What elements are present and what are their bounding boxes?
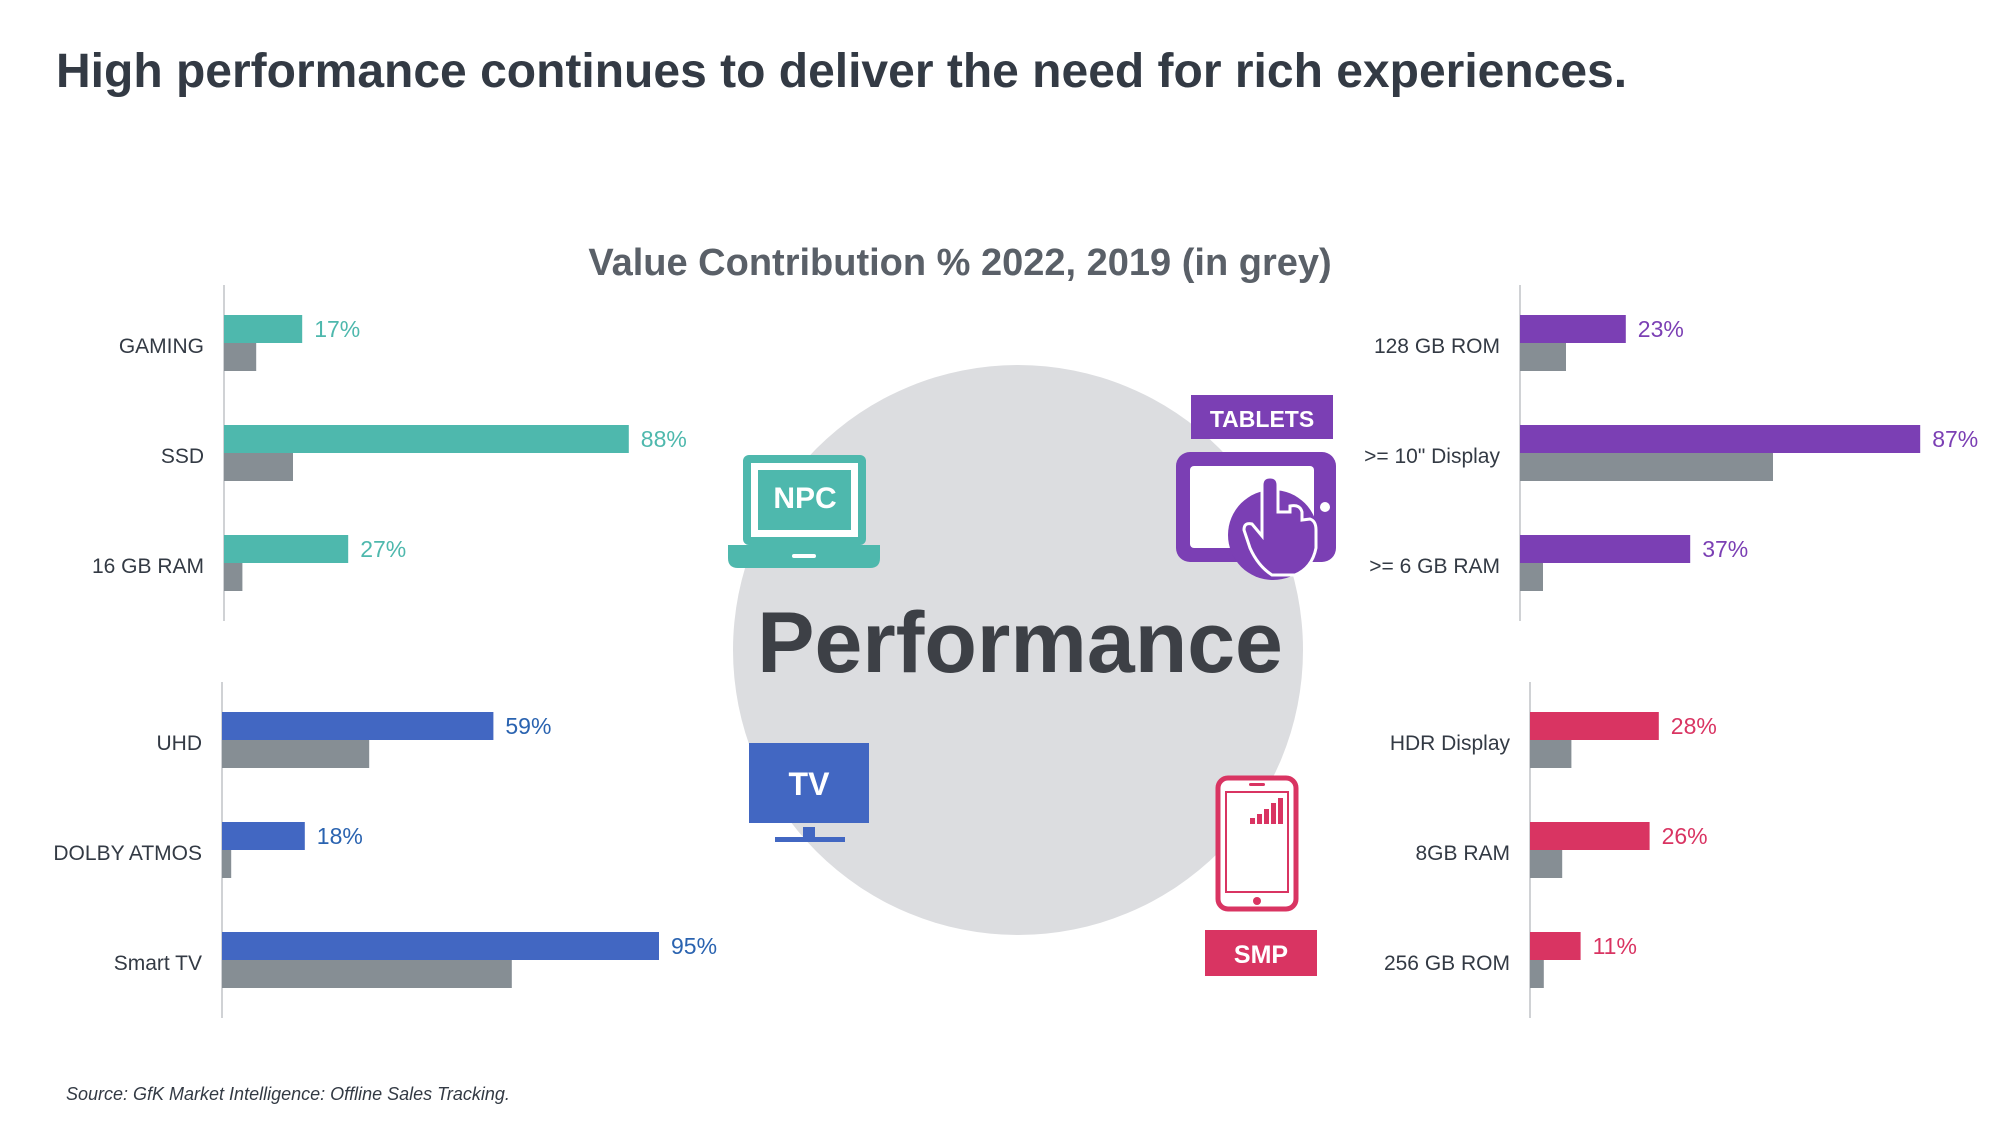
chart-title: Value Contribution % 2022, 2019 (in grey…: [588, 242, 1332, 284]
npc-label: NPC: [773, 482, 836, 515]
tablet-touch-icon: [1176, 452, 1336, 580]
smp-label: SMP: [1234, 941, 1288, 969]
tv-category-label: Smart TV: [114, 952, 202, 975]
tablets-bar-2019: [1520, 563, 1543, 591]
smp-value-label: 11%: [1593, 933, 1637, 959]
npc-category-label: SSD: [161, 445, 204, 468]
tablets-value-label: 37%: [1702, 536, 1748, 562]
tablets-bar-2022: [1520, 425, 1921, 453]
npc-bar-2022: [224, 425, 629, 453]
tv-bar-2022: [222, 822, 305, 850]
npc-bar-2022: [224, 535, 349, 563]
smp-category-label: 8GB RAM: [1415, 842, 1510, 865]
tv-category-label: UHD: [157, 732, 203, 755]
npc-value-label: 88%: [641, 426, 687, 452]
tablets-bar-2022: [1520, 315, 1626, 343]
tablets-bar-2019: [1520, 343, 1566, 371]
smp-badge: [1205, 930, 1317, 976]
tv-bar-2019: [222, 740, 370, 768]
source-note: Source: GfK Market Intelligence: Offline…: [66, 1084, 510, 1104]
tablets-bar-2019: [1520, 453, 1773, 481]
tv-bar-2019: [222, 850, 232, 878]
tablets-value-label: 23%: [1638, 316, 1684, 342]
center-circle: [733, 365, 1303, 935]
npc-value-label: 17%: [314, 316, 360, 342]
smp-bar-2019: [1530, 960, 1544, 988]
laptop-icon: [728, 455, 880, 568]
tv-label: TV: [789, 766, 831, 802]
smartphone-icon: [1215, 775, 1299, 912]
smp-bar-2019: [1530, 850, 1563, 878]
tv-bar-2019: [222, 960, 512, 988]
tv-icon: [749, 743, 869, 842]
smp-category-label: HDR Display: [1390, 732, 1511, 755]
npc-bar-2022: [224, 315, 303, 343]
page-title: High performance continues to deliver th…: [56, 45, 1628, 98]
tv-value-label: 59%: [505, 713, 551, 739]
tv-category-label: DOLBY ATMOS: [53, 842, 202, 865]
smp-value-label: 28%: [1671, 713, 1717, 739]
tablets-value-label: 87%: [1932, 426, 1978, 452]
tv-bar-2022: [222, 712, 494, 740]
smp-bar-2019: [1530, 740, 1572, 768]
npc-bar-2019: [224, 453, 293, 481]
npc-category-label: 16 GB RAM: [92, 555, 204, 578]
smp-value-label: 26%: [1662, 823, 1708, 849]
npc-bar-2019: [224, 343, 257, 371]
tablets-badge: [1191, 395, 1333, 439]
npc-category-label: GAMING: [119, 335, 204, 358]
tablets-label: TABLETS: [1210, 406, 1314, 432]
smp-bar-2022: [1530, 712, 1659, 740]
npc-value-label: 27%: [360, 536, 406, 562]
tv-value-label: 95%: [671, 933, 717, 959]
smp-category-label: 256 GB ROM: [1384, 952, 1510, 975]
center-label: Performance: [757, 595, 1283, 691]
tablets-category-label: >= 10" Display: [1364, 445, 1500, 468]
tablets-category-label: >= 6 GB RAM: [1369, 555, 1500, 578]
tablets-category-label: 128 GB ROM: [1374, 335, 1500, 358]
tv-bar-2022: [222, 932, 659, 960]
bar-panels: GAMING 17% SSD 88% 16 GB RAM 27% 128 GB ROM 23%…: [53, 285, 1978, 1018]
tablets-bar-2022: [1520, 535, 1691, 563]
npc-bar-2019: [224, 563, 243, 591]
smp-bar-2022: [1530, 822, 1650, 850]
smp-bar-2022: [1530, 932, 1581, 960]
tv-value-label: 18%: [317, 823, 363, 849]
